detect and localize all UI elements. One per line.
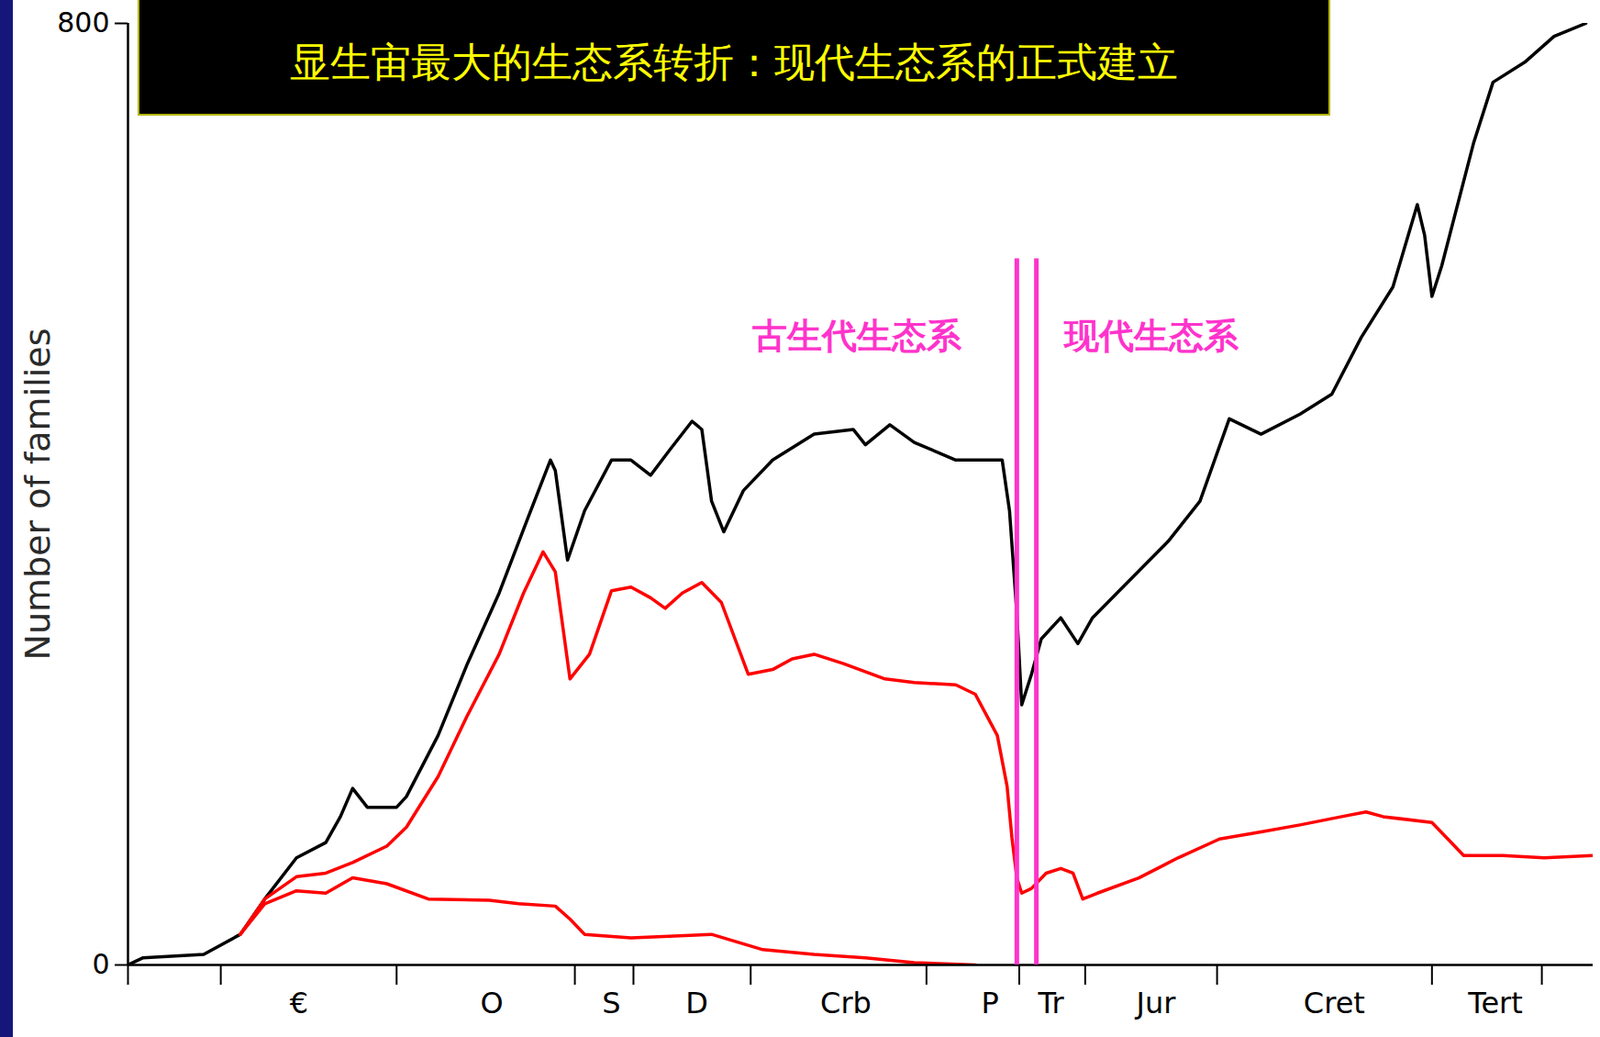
svg-text:Number of families: Number of families — [17, 328, 58, 661]
html-text:显生宙最大的生态系转折：现代生态系的正式建立: 显生宙最大的生态系转折：现代生态系的正式建立 — [289, 38, 1178, 86]
svg-text:800: 800 — [56, 6, 110, 39]
svg-text:S: S — [601, 985, 621, 1021]
svg-text:Tr: Tr — [1037, 985, 1066, 1021]
svg-text:古生代生态系: 古生代生态系 — [752, 315, 963, 356]
svg-text:Crb: Crb — [820, 985, 872, 1021]
svg-text:P: P — [980, 985, 999, 1021]
svg-text:Tert: Tert — [1466, 985, 1523, 1021]
svg-text:Jur: Jur — [1134, 985, 1178, 1021]
svg-text:D: D — [685, 985, 709, 1021]
svg-text:Cret: Cret — [1303, 985, 1366, 1021]
svg-text:现代生态系: 现代生态系 — [1062, 315, 1240, 356]
svg-text:0: 0 — [91, 947, 110, 980]
svg-text:O: O — [479, 985, 503, 1021]
svg-text:€: € — [289, 985, 309, 1021]
